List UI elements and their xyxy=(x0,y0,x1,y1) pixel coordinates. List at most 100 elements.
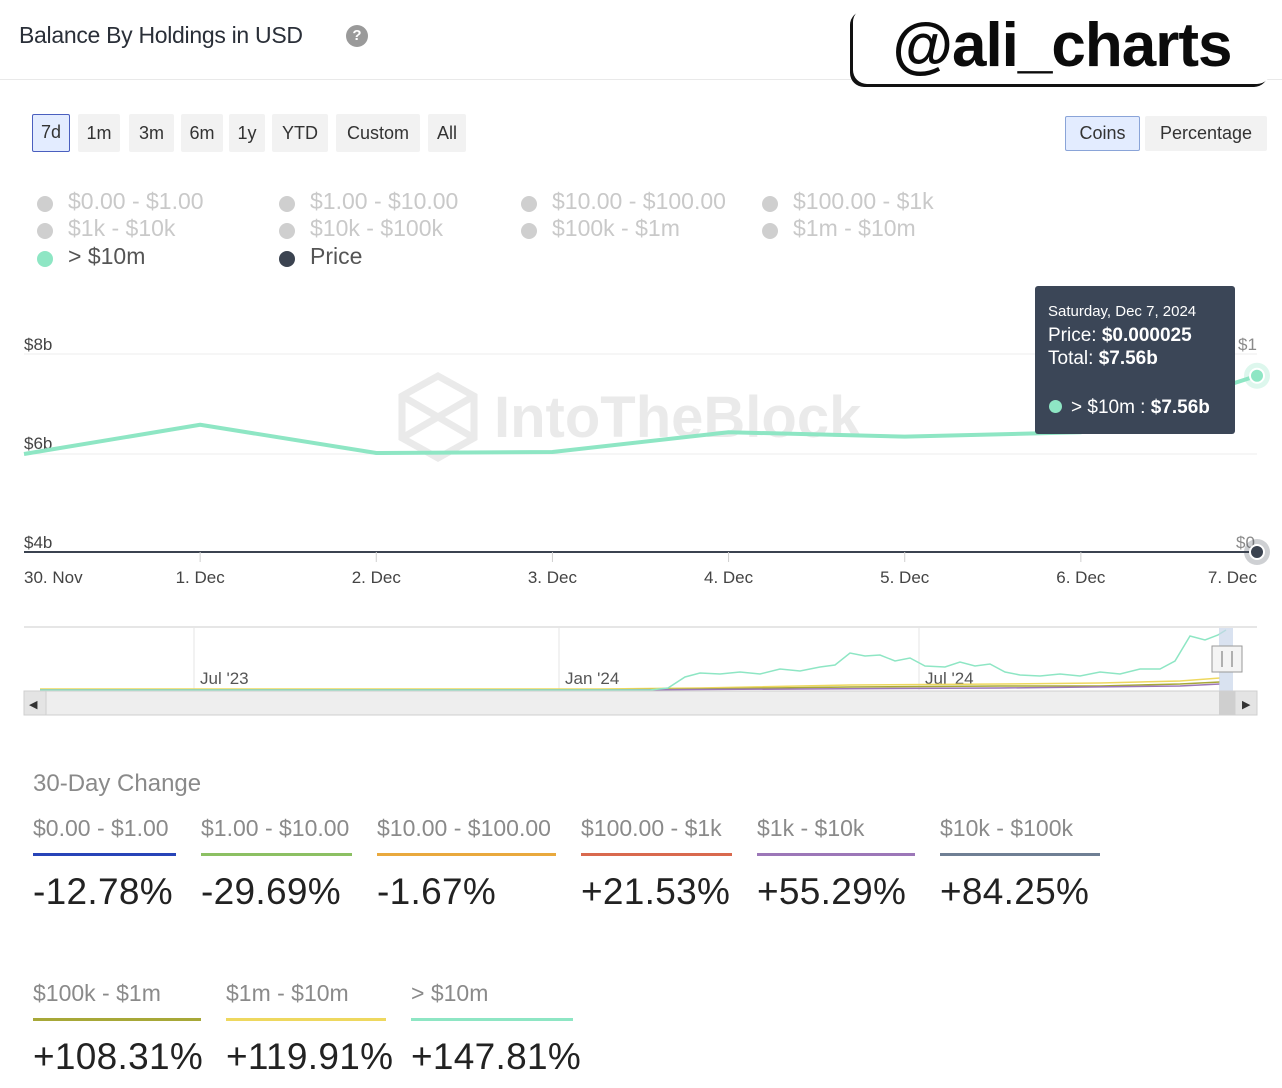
tooltip-total-label: Total: xyxy=(1048,348,1094,369)
tooltip-series: > $10m : $7.56b xyxy=(1071,397,1210,419)
change-color-bar xyxy=(377,853,556,856)
x-tick-label: 30. Nov xyxy=(24,568,83,587)
brand-logo-icon xyxy=(398,371,478,463)
change-value: -29.69% xyxy=(201,871,341,912)
x-tick-label: 2. Dec xyxy=(352,568,402,587)
tooltip-price: Price: $0.000025 xyxy=(1048,325,1192,347)
legend-dot xyxy=(37,251,53,267)
y-tick-label: $8b xyxy=(24,335,52,354)
change-color-bar xyxy=(226,1018,386,1021)
range-button-custom[interactable]: Custom xyxy=(336,114,420,152)
navigator-scrollbar-thumb[interactable] xyxy=(1219,691,1235,715)
price-point[interactable] xyxy=(1249,544,1265,560)
legend-label: $0.00 - $1.00 xyxy=(68,188,204,214)
navigator-scrollbar-right[interactable] xyxy=(1234,690,1258,716)
change-color-bar xyxy=(940,853,1100,856)
hover-point[interactable] xyxy=(1249,367,1265,384)
navigator-scrollbar-track[interactable] xyxy=(23,690,1258,716)
tooltip-price-label: Price: xyxy=(1048,325,1097,346)
legend-dot xyxy=(37,223,53,239)
range-button-7d[interactable]: 7d xyxy=(32,114,70,152)
tooltip-date: Saturday, Dec 7, 2024 xyxy=(1048,303,1197,320)
navigator-label: Jul '24 xyxy=(925,669,974,688)
legend-dot xyxy=(279,223,295,239)
change-color-bar xyxy=(33,853,176,856)
legend-dot xyxy=(37,196,53,212)
chevron-left-icon[interactable]: ◀ xyxy=(29,699,38,711)
legend-label: $10k - $100k xyxy=(310,215,443,241)
header-bar: Balance By Holdings in USD ? xyxy=(0,0,1282,80)
navigator-series-line xyxy=(40,629,1227,691)
navigator-label: Jan '24 xyxy=(565,669,619,688)
y-tick-label: $4b xyxy=(24,533,52,552)
change-value: +55.29% xyxy=(757,871,907,912)
change-value: +84.25% xyxy=(940,871,1090,912)
range-button-1m[interactable]: 1m xyxy=(78,114,120,152)
change-section-title: 30-Day Change xyxy=(33,770,202,797)
range-button-1y[interactable]: 1y xyxy=(229,114,265,152)
tooltip-price-value: $0.000025 xyxy=(1101,325,1192,346)
tooltip-series-dot xyxy=(1049,400,1062,413)
change-value: -12.78% xyxy=(33,871,173,912)
x-tick-label: 1. Dec xyxy=(176,568,226,587)
change-label: $0.00 - $1.00 xyxy=(33,815,169,841)
x-tick-label: 3. Dec xyxy=(528,568,578,587)
legend-label: $1m - $10m xyxy=(793,215,916,241)
range-button-3m[interactable]: 3m xyxy=(129,114,174,152)
change-label: > $10m xyxy=(411,980,489,1006)
range-navigator[interactable]: Jul '23 Jan '24 Jul '24 ◀ ▶ xyxy=(0,620,1282,720)
navigator-label: Jul '23 xyxy=(200,669,249,688)
chevron-right-icon[interactable]: ▶ xyxy=(1242,699,1251,711)
tooltip-series-value: $7.56b xyxy=(1150,397,1210,418)
mode-button-coins[interactable]: Coins xyxy=(1065,116,1140,151)
change-label: $1k - $10k xyxy=(757,815,865,841)
brand-watermark: IntoTheBlock xyxy=(398,371,862,463)
x-tick-label: 4. Dec xyxy=(704,568,754,587)
tooltip-total: Total: $7.56b xyxy=(1048,348,1158,370)
balance-line-chart[interactable]: IntoTheBlock 30. Nov 1. Dec 2. Dec 3. Dec 4.… xyxy=(0,0,1282,600)
legend-label: $100k - $1m xyxy=(552,215,680,241)
legend-label: $1.00 - $10.00 xyxy=(310,188,459,214)
navigator-handle-icon[interactable] xyxy=(1211,645,1243,673)
change-label: $1m - $10m xyxy=(226,980,349,1006)
change-color-bar xyxy=(201,853,352,856)
legend-label: $1k - $10k xyxy=(68,215,176,241)
legend-label: Price xyxy=(310,243,363,269)
range-button-6m[interactable]: 6m xyxy=(181,114,223,152)
navigator-scrollbar-left[interactable] xyxy=(23,690,47,716)
change-value: +119.91% xyxy=(226,1036,394,1077)
range-button-all[interactable]: All xyxy=(428,114,466,152)
legend-label: $100.00 - $1k xyxy=(793,188,934,214)
legend-label: > $10m xyxy=(68,243,146,269)
x-tick-label: 5. Dec xyxy=(880,568,930,587)
change-label: $100k - $1m xyxy=(33,980,161,1006)
change-value: +108.31% xyxy=(33,1036,204,1077)
x-tick-label: 7. Dec xyxy=(1208,568,1258,587)
change-color-bar xyxy=(411,1018,573,1021)
help-icon[interactable]: ? xyxy=(346,25,368,47)
change-value: +21.53% xyxy=(581,871,731,912)
page-title: Balance By Holdings in USD xyxy=(19,22,303,48)
legend-dot xyxy=(279,251,295,267)
author-watermark: @ali_charts xyxy=(853,8,1271,84)
tooltip-series-label: > $10m : xyxy=(1071,397,1146,418)
legend-dot xyxy=(521,196,537,212)
legend-dot xyxy=(521,223,537,239)
change-color-bar xyxy=(581,853,732,856)
x-tick-label: 6. Dec xyxy=(1056,568,1106,587)
right-tick-label: $1 xyxy=(1238,335,1257,354)
range-button-ytd[interactable]: YTD xyxy=(272,114,328,152)
navigator-series-line xyxy=(40,677,1221,690)
legend-dot xyxy=(279,196,295,212)
change-label: $1.00 - $10.00 xyxy=(201,815,350,841)
change-label: $10.00 - $100.00 xyxy=(377,815,551,841)
mode-button-percentage[interactable]: Percentage xyxy=(1145,116,1267,151)
change-color-bar xyxy=(33,1018,201,1021)
chart-tooltip: Saturday, Dec 7, 2024 Price: $0.000025 T… xyxy=(1035,286,1235,434)
change-label: $10k - $100k xyxy=(940,815,1073,841)
change-value: -1.67% xyxy=(377,871,497,912)
legend-label: $10.00 - $100.00 xyxy=(552,188,726,214)
legend-dot xyxy=(762,196,778,212)
change-label: $100.00 - $1k xyxy=(581,815,722,841)
change-value: +147.81% xyxy=(411,1036,582,1077)
